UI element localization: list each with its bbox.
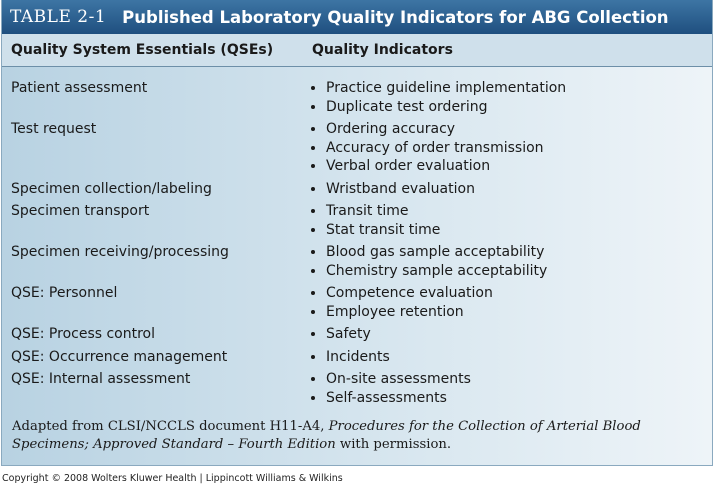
table-box: TABLE 2-1 Published Laboratory Quality I… bbox=[1, 0, 713, 466]
indicator: Practice guideline implementation bbox=[326, 79, 712, 98]
indicator: Stat transit time bbox=[326, 221, 712, 240]
indicator: Competence evaluation bbox=[326, 284, 712, 303]
qse-cell: QSE: Process control bbox=[11, 326, 156, 342]
table-row: Specimen collection/labeling Wristband ev… bbox=[2, 180, 712, 203]
indicator-list: Wristband evaluation bbox=[312, 180, 712, 199]
indicator: Duplicate test ordering bbox=[326, 98, 712, 117]
indicator-list: Ordering accuracyAccuracy of order trans… bbox=[312, 120, 712, 176]
table-row: QSE: Personnel Competence evaluationEmplo… bbox=[2, 284, 712, 325]
indicator: Transit time bbox=[326, 202, 712, 221]
table-title: Published Laboratory Quality Indicators … bbox=[122, 7, 669, 27]
indicator: Wristband evaluation bbox=[326, 180, 712, 199]
indicator-cell: On-site assessmentsSelf-assessments bbox=[312, 370, 712, 407]
table-row: Specimen receiving/processing Blood gas s… bbox=[2, 243, 712, 284]
indicator-cell: Blood gas sample acceptabilityChemistry … bbox=[312, 243, 712, 280]
indicator: Verbal order evaluation bbox=[326, 157, 712, 176]
table-row: Test request Ordering accuracyAccuracy of… bbox=[2, 120, 712, 180]
qse-cell: Specimen receiving/processing bbox=[11, 244, 229, 260]
indicator-cell: Ordering accuracyAccuracy of order trans… bbox=[312, 120, 712, 176]
indicator: Ordering accuracy bbox=[326, 120, 712, 139]
column-header: Quality Indicators bbox=[312, 42, 453, 58]
qse-cell: QSE: Personnel bbox=[11, 285, 118, 301]
indicator-cell: Safety bbox=[312, 325, 712, 344]
qse-cell: Patient assessment bbox=[11, 80, 148, 96]
qse-cell: Specimen transport bbox=[11, 203, 150, 219]
footnote: Adapted from CLSI/NCCLS document H11-A4,… bbox=[12, 418, 692, 454]
indicator: Self-assessments bbox=[326, 389, 712, 408]
column-header: Quality System Essentials (QSEs) bbox=[11, 42, 274, 58]
indicator: Safety bbox=[326, 325, 712, 344]
qse-cell: QSE: Internal assessment bbox=[11, 371, 191, 387]
indicator-cell: Competence evaluationEmployee retention bbox=[312, 284, 712, 321]
table-row: Patient assessment Practice guideline imp… bbox=[2, 79, 712, 120]
indicator-list: Competence evaluationEmployee retention bbox=[312, 284, 712, 321]
indicator: On-site assessments bbox=[326, 370, 712, 389]
footnote-text: Adapted from CLSI/NCCLS document H11-A4, bbox=[12, 419, 329, 434]
indicator-list: Blood gas sample acceptabilityChemistry … bbox=[312, 243, 712, 280]
indicator: Blood gas sample acceptability bbox=[326, 243, 712, 262]
table-row: QSE: Occurrence management Incidents bbox=[2, 348, 712, 371]
table-row: Specimen transport Transit timeStat trans… bbox=[2, 202, 712, 243]
qse-cell: Test request bbox=[11, 121, 97, 137]
indicator-list: Practice guideline implementationDuplica… bbox=[312, 79, 712, 116]
indicator-cell: Transit timeStat transit time bbox=[312, 202, 712, 239]
copyright: Copyright © 2008 Wolters Kluwer Health |… bbox=[2, 473, 343, 484]
footnote-text: with permission. bbox=[335, 437, 452, 452]
table-row: QSE: Process control Safety bbox=[2, 325, 712, 348]
indicator-list: On-site assessmentsSelf-assessments bbox=[312, 370, 712, 407]
indicator-cell: Incidents bbox=[312, 348, 712, 367]
footnote-italic: Procedures for the Collection of Arteria… bbox=[12, 419, 641, 452]
indicator-list: Transit timeStat transit time bbox=[312, 202, 712, 239]
indicator-cell: Wristband evaluation bbox=[312, 180, 712, 199]
indicator-cell: Practice guideline implementationDuplica… bbox=[312, 79, 712, 116]
indicator: Employee retention bbox=[326, 303, 712, 322]
indicator: Incidents bbox=[326, 348, 712, 367]
table-header: TABLE 2-1 Published Laboratory Quality I… bbox=[2, 0, 712, 34]
column-header-row: Quality System Essentials (QSEs) Quality… bbox=[2, 34, 712, 67]
indicator-list: Safety bbox=[312, 325, 712, 344]
table-row: QSE: Internal assessment On-site assessme… bbox=[2, 370, 712, 411]
indicator: Chemistry sample acceptability bbox=[326, 262, 712, 281]
qse-cell: QSE: Occurrence management bbox=[11, 348, 228, 365]
qse-cell: Specimen collection/labeling bbox=[11, 180, 212, 197]
indicator-list: Incidents bbox=[312, 348, 712, 367]
table-body: Patient assessment Practice guideline imp… bbox=[2, 67, 712, 411]
table-label: TABLE 2-1 bbox=[10, 7, 107, 27]
indicator: Accuracy of order transmission bbox=[326, 139, 712, 158]
